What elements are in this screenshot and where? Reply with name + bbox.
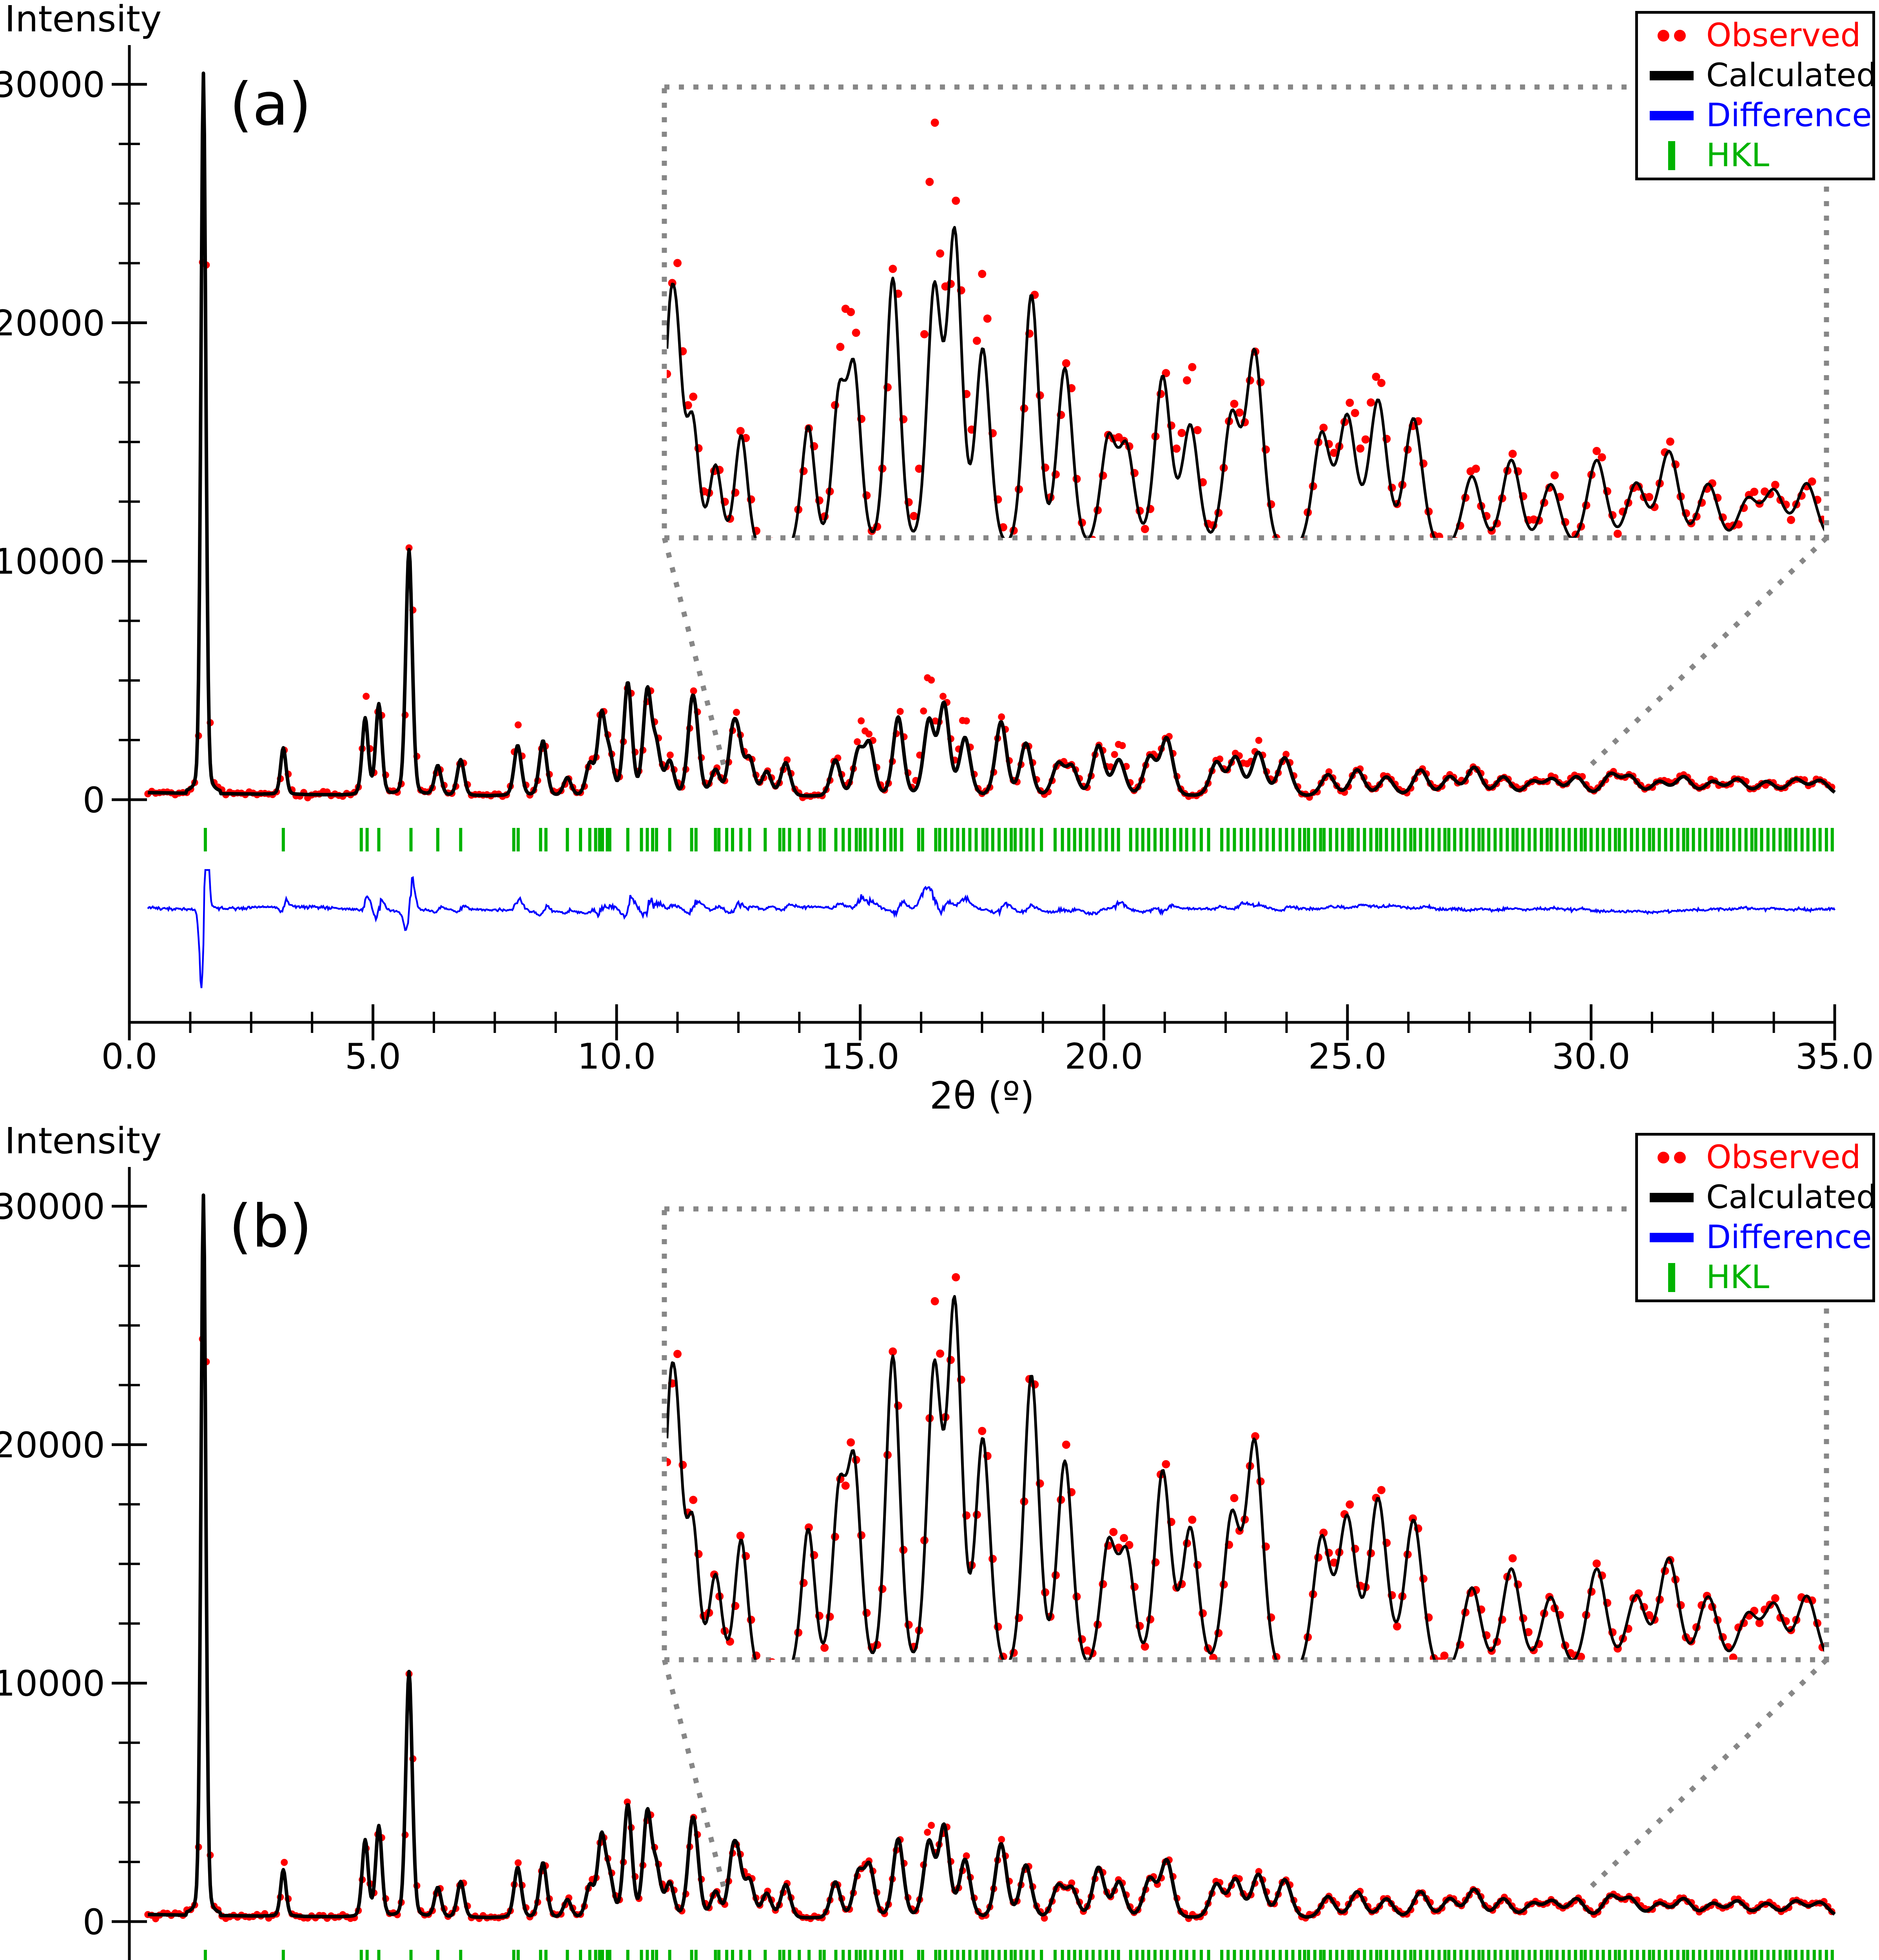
inset-observed-series bbox=[667, 118, 1824, 538]
panel-b: 0.05.010.015.020.025.030.035.00100002000… bbox=[0, 1122, 1879, 1960]
difference-curve bbox=[147, 869, 1835, 988]
y-tick-label: 20000 bbox=[0, 1425, 105, 1466]
legend-label-calculated: Calculated bbox=[1706, 1179, 1877, 1216]
x-tick-label: 25.0 bbox=[1308, 1036, 1387, 1077]
hkl-tick-icon bbox=[1647, 1263, 1697, 1292]
x-tick-label: 30.0 bbox=[1552, 1036, 1630, 1077]
inset-connector-left bbox=[662, 537, 727, 768]
x-tick-label: 20.0 bbox=[1065, 1036, 1143, 1077]
xrd-chart-a: 0.0 5.0 10.0 15.0 20.0 25.0 30.0 35.0 0 10000 2000… bbox=[0, 0, 1874, 1118]
hkl-tick-series bbox=[203, 828, 1834, 851]
inset-calculated-curve bbox=[667, 226, 1824, 538]
y-tick-label: 10000 bbox=[0, 541, 105, 583]
legend-label-observed: Observed bbox=[1706, 1139, 1861, 1176]
panel-label: (b) bbox=[229, 1192, 312, 1261]
inset-border bbox=[662, 84, 1829, 541]
observed-dots-icon bbox=[1647, 30, 1697, 42]
y-axis-label: Intensity bbox=[5, 0, 161, 40]
inset-connector-left bbox=[662, 1659, 727, 1890]
inset-connector-right bbox=[1585, 536, 1828, 771]
difference-line-icon bbox=[1647, 1233, 1697, 1242]
legend-label-calculated: Calculated bbox=[1706, 57, 1877, 94]
axes bbox=[112, 1167, 147, 1960]
calculated-curve bbox=[147, 1193, 1836, 1920]
x-tick-label: 15.0 bbox=[821, 1036, 900, 1077]
inset-border bbox=[662, 1206, 1829, 1662]
inset-zoom bbox=[662, 1206, 1829, 1893]
observed-series bbox=[144, 1335, 1835, 1922]
xrd-chart-b: 0.05.010.015.020.025.030.035.00100002000… bbox=[0, 1122, 1836, 1960]
calculated-curve bbox=[147, 71, 1836, 798]
calculated-series bbox=[147, 1193, 1836, 1920]
y-tick-label: 30000 bbox=[0, 1186, 105, 1227]
difference-series bbox=[147, 869, 1835, 988]
legend-item-observed: Observed bbox=[1647, 1140, 1872, 1176]
legend: Observed Calculated Difference HKL bbox=[1635, 11, 1877, 180]
labels: 0.0 5.0 10.0 15.0 20.0 25.0 30.0 35.0 0 10000 2000… bbox=[0, 0, 1874, 1118]
y-axis-label: Intensity bbox=[5, 1122, 161, 1162]
calculated-series bbox=[147, 71, 1836, 798]
x-tick-label: 5.0 bbox=[345, 1036, 401, 1077]
legend-item-difference: Difference bbox=[1647, 98, 1872, 134]
legend-label-difference: Difference bbox=[1706, 1219, 1872, 1256]
y-tick-label: 0 bbox=[83, 780, 105, 821]
legend-item-calculated: Calculated bbox=[1647, 1180, 1877, 1216]
legend-item-observed: Observed bbox=[1647, 18, 1872, 54]
legend-label-hkl: HKL bbox=[1706, 1259, 1770, 1296]
panel-label: (a) bbox=[230, 71, 312, 139]
calculated-line-icon bbox=[1647, 1193, 1697, 1202]
x-tick-label: 10.0 bbox=[577, 1036, 656, 1077]
legend-label-difference: Difference bbox=[1706, 97, 1872, 134]
difference-line-icon bbox=[1647, 111, 1697, 120]
panel-a: 0.0 5.0 10.0 15.0 20.0 25.0 30.0 35.0 0 10000 2000… bbox=[0, 0, 1877, 1118]
y-tick-label: 30000 bbox=[0, 64, 105, 105]
observed-dots-icon bbox=[1647, 1152, 1697, 1163]
x-tick-label: 0.0 bbox=[101, 1036, 157, 1077]
labels: 0.05.010.015.020.025.030.035.00100002000… bbox=[0, 1122, 312, 1943]
y-tick-label: 0 bbox=[83, 1902, 105, 1943]
x-axis-label: 2θ (º) bbox=[930, 1074, 1035, 1118]
legend: Observed Calculated Difference HKL bbox=[1635, 1133, 1877, 1302]
hkl-tick-series bbox=[203, 1950, 1834, 1960]
legend-label-observed: Observed bbox=[1706, 17, 1861, 54]
x-tick-label: 35.0 bbox=[1796, 1036, 1874, 1077]
inset-connector-right bbox=[1585, 1658, 1828, 1893]
y-tick-label: 10000 bbox=[0, 1663, 105, 1704]
legend-item-hkl: HKL bbox=[1647, 138, 1872, 174]
hkl-tick-icon bbox=[1647, 141, 1697, 170]
legend-label-hkl: HKL bbox=[1706, 137, 1770, 174]
legend-item-difference: Difference bbox=[1647, 1220, 1872, 1256]
y-tick-label: 20000 bbox=[0, 303, 105, 344]
inset-zoom bbox=[662, 84, 1829, 771]
inset-calculated-curve bbox=[667, 1295, 1824, 1660]
calculated-line-icon bbox=[1647, 71, 1697, 80]
axes bbox=[112, 45, 1836, 1040]
legend-item-calculated: Calculated bbox=[1647, 58, 1877, 94]
legend-item-hkl: HKL bbox=[1647, 1259, 1872, 1296]
